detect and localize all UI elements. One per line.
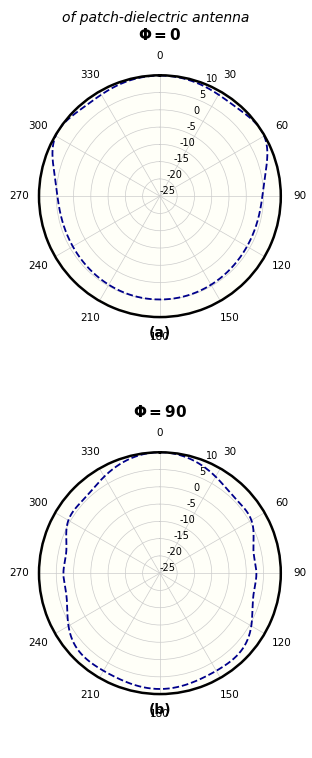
- Text: (a): (a): [149, 326, 171, 340]
- Title: $\mathbf{\Phi = 0}$: $\mathbf{\Phi = 0}$: [138, 27, 182, 42]
- Text: of patch-dielectric antenna: of patch-dielectric antenna: [62, 11, 250, 25]
- Title: $\mathbf{\Phi = 90}$: $\mathbf{\Phi = 90}$: [133, 404, 187, 420]
- Text: (b): (b): [149, 703, 171, 717]
